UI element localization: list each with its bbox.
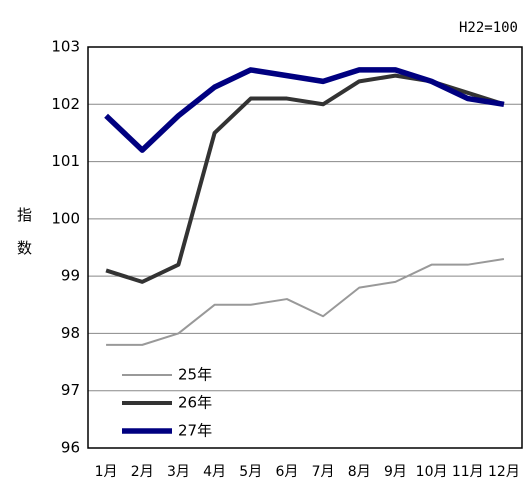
x-tick-label: 1月 <box>95 464 118 480</box>
x-tick-label: 7月 <box>312 464 335 480</box>
series-line <box>106 257 505 346</box>
y-tick-label: 99 <box>61 267 80 285</box>
y-tick-label: 96 <box>61 439 80 457</box>
x-tick-label: 4月 <box>203 464 226 480</box>
series-line <box>104 67 505 153</box>
y-axis-label: 指数 <box>15 207 33 273</box>
x-tick-label: 5月 <box>239 464 262 480</box>
legend-label: 25年 <box>178 366 212 384</box>
y-tick-label: 101 <box>51 152 80 170</box>
y-tick-label: 103 <box>51 38 80 56</box>
y-tick-label: 98 <box>61 324 80 342</box>
plot-frame <box>87 46 523 449</box>
x-tick-label: 10月 <box>416 464 448 480</box>
y-tick-label: 102 <box>51 95 80 113</box>
x-tick-label: 11月 <box>452 464 484 480</box>
legend-label: 26年 <box>178 394 212 412</box>
x-tick-label: 9月 <box>384 464 407 480</box>
x-tick-label: 8月 <box>348 464 371 480</box>
y-tick-label: 100 <box>51 209 80 227</box>
y-tick-label: 97 <box>61 381 80 399</box>
x-tick-label: 12月 <box>488 464 520 480</box>
series-line <box>105 73 505 284</box>
x-tick-label: 3月 <box>167 464 190 480</box>
legend-label: 27年 <box>178 422 212 440</box>
x-tick-label: 2月 <box>131 464 154 480</box>
x-tick-label: 6月 <box>275 464 298 480</box>
annotation: H22=100 <box>459 20 518 36</box>
